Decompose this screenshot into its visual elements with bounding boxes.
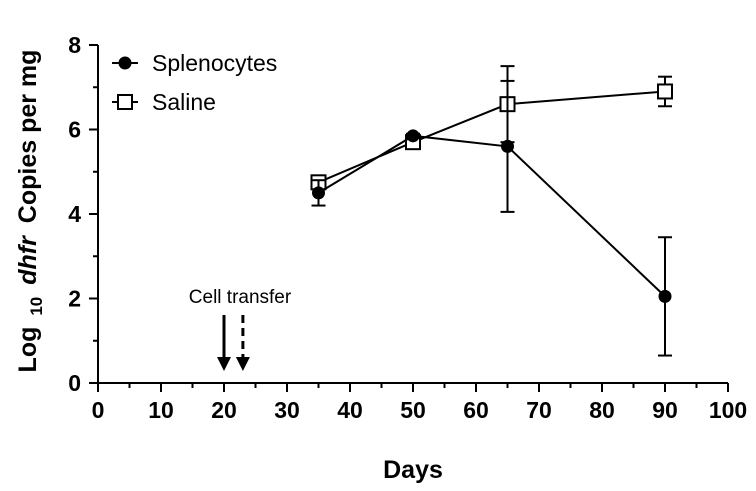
x-axis-title: Days xyxy=(383,456,443,484)
x-tick-label: 70 xyxy=(526,397,552,423)
legend-marker xyxy=(117,94,133,110)
legend-label: Splenocytes xyxy=(152,50,277,76)
legend-marker xyxy=(118,56,132,70)
x-tick-label: 90 xyxy=(652,397,678,423)
y-tick-label: 2 xyxy=(68,286,81,312)
y-axis-title-italic: dhfr xyxy=(14,235,42,285)
legend: Splenocytes Saline xyxy=(112,50,277,115)
legend-label: Saline xyxy=(152,89,216,115)
y-tick-label: 4 xyxy=(68,201,81,227)
x-tick-label: 50 xyxy=(400,397,426,423)
y-tick-label: 6 xyxy=(68,117,81,143)
data-point xyxy=(312,186,325,200)
annotation-arrowhead xyxy=(217,357,231,371)
axis-titles: Days Log 10 dhfr Copies per mg xyxy=(14,50,443,484)
x-tick-label: 30 xyxy=(274,397,300,423)
y-axis-title-subscript: 10 xyxy=(27,297,46,316)
y-axis-title: Log 10 dhfr Copies per mg xyxy=(14,50,48,373)
data-point xyxy=(657,83,673,100)
data-point xyxy=(658,289,672,303)
y-tick-label: 8 xyxy=(68,32,81,58)
annotation-label: Cell transfer xyxy=(189,287,292,308)
data-point xyxy=(501,139,514,153)
series-line xyxy=(318,90,666,184)
series-line xyxy=(317,134,666,298)
legend-item: Splenocytes xyxy=(112,50,277,76)
x-tick-label: 20 xyxy=(211,397,237,423)
annotation-arrowhead xyxy=(235,357,250,371)
data-point xyxy=(406,129,420,143)
x-tick-label: 60 xyxy=(463,397,489,423)
x-tick-label: 80 xyxy=(589,397,615,423)
x-tick-label: 0 xyxy=(92,397,105,423)
x-tick-label: 100 xyxy=(709,397,747,423)
annotations: Cell transfer xyxy=(189,287,292,371)
series-saline xyxy=(310,65,673,191)
y-tick-label: 0 xyxy=(68,370,81,396)
chart-marks xyxy=(310,65,673,357)
y-axis-title-suffix: Copies per mg xyxy=(14,50,42,224)
legend-item: Saline xyxy=(112,89,216,115)
series-splenocytes xyxy=(311,79,672,357)
axes: 0 10 20 30 40 50 60 70 80 90 100 0 2 4 6 8 xyxy=(68,32,747,423)
x-tick-label: 40 xyxy=(337,397,363,423)
x-tick-label: 10 xyxy=(148,397,174,423)
y-axis-title-prefix: Log xyxy=(14,327,42,373)
